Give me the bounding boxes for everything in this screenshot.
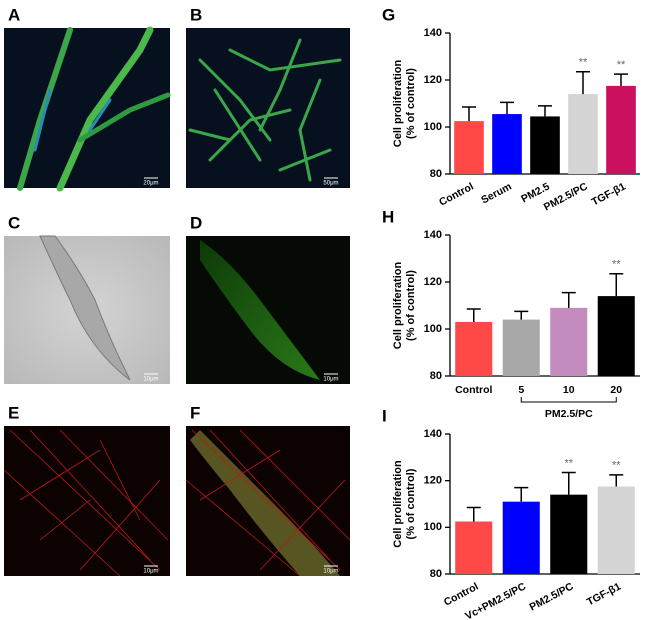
panel-letter: B: [190, 5, 202, 24]
y-tick-label: 140: [424, 27, 442, 39]
cell: [200, 240, 320, 380]
fibers: [3, 429, 169, 577]
x-tick-label: Control: [442, 580, 481, 608]
group-label: PM2.5/PC: [545, 408, 593, 420]
y-axis-label: (% of control): [405, 270, 417, 341]
micrograph: [4, 426, 170, 576]
y-axis-label: (% of control): [405, 468, 417, 539]
x-tick-label: 10: [563, 384, 575, 396]
bar: [454, 121, 484, 174]
x-tick-label: Control: [437, 180, 476, 208]
panel-letter: F: [190, 403, 200, 422]
panel-letter: E: [8, 403, 19, 422]
panel-letter: C: [8, 213, 20, 232]
panel-letter: G: [382, 5, 395, 24]
error-bar: [561, 471, 576, 495]
scale-label: 10μm: [323, 377, 338, 383]
significance-label: **: [612, 460, 621, 472]
y-tick-label: 80: [430, 168, 442, 180]
error-bar: [609, 474, 624, 487]
panel-letter: A: [8, 5, 20, 24]
x-tick-label: 5: [518, 384, 524, 396]
x-tick-label: TGF-β1: [590, 180, 628, 208]
cell: [39, 235, 131, 381]
bar: [568, 94, 598, 174]
y-tick-label: 80: [430, 370, 442, 382]
scale-label: 50μm: [323, 181, 338, 187]
y-axis-label: Cell proliferation: [392, 460, 404, 548]
x-tick-label: TGF-β1: [585, 580, 623, 608]
y-tick-label: 120: [424, 475, 442, 487]
error-bar: [576, 71, 590, 95]
error-bar: [609, 273, 624, 297]
cells: [17, 26, 171, 192]
error-bar: [514, 310, 529, 320]
y-tick-label: 100: [424, 323, 442, 335]
x-tick-label: Serum: [479, 181, 513, 207]
bar: [597, 486, 635, 574]
significance-label: **: [564, 457, 573, 469]
y-axis-label: (% of control): [405, 68, 417, 139]
scale-label: 10μm: [323, 569, 338, 575]
error-bar: [561, 291, 576, 308]
significance-label: **: [617, 59, 626, 71]
y-tick-label: 100: [424, 121, 442, 133]
y-axis-label: Cell proliferation: [392, 262, 404, 350]
error-bar: [462, 106, 476, 122]
bar: [455, 321, 493, 376]
panel-letter: D: [190, 213, 202, 232]
bar: [502, 501, 540, 574]
error-bar: [466, 308, 481, 322]
y-tick-label: 100: [424, 521, 442, 533]
x-tick-label: 20: [610, 384, 622, 396]
scale-label: 20μm: [143, 181, 158, 187]
group-bracket: [520, 397, 617, 403]
bar: [455, 521, 493, 574]
bar: [597, 296, 635, 376]
error-bar: [514, 486, 529, 502]
y-axis-label: Cell proliferation: [392, 60, 404, 148]
significance-label: **: [612, 259, 621, 271]
bar: [550, 307, 588, 376]
bar: [606, 85, 636, 174]
panel-letter: I: [382, 406, 387, 425]
x-tick-label: PM2.5/PC: [542, 180, 590, 213]
error-bar: [538, 105, 552, 117]
cells: [188, 38, 342, 182]
error-bar: [614, 73, 628, 86]
micrograph: [186, 28, 350, 188]
error-bar: [500, 101, 514, 115]
bar: [492, 114, 522, 174]
fibers: [185, 429, 351, 577]
x-tick-label: Control: [455, 384, 492, 396]
micrograph: [4, 28, 170, 188]
y-tick-label: 120: [424, 276, 442, 288]
error-bar: [466, 506, 481, 522]
bar: [502, 319, 540, 376]
scale-label: 10μm: [143, 569, 158, 575]
panel-letter: H: [382, 207, 394, 226]
y-tick-label: 80: [430, 568, 442, 580]
x-tick-label: PM2.5/PC: [528, 580, 576, 613]
bar: [550, 494, 588, 574]
y-tick-label: 140: [424, 229, 442, 241]
y-tick-label: 140: [424, 428, 442, 440]
y-tick-label: 120: [424, 74, 442, 86]
bar: [530, 116, 560, 174]
cell: [190, 430, 340, 576]
significance-label: **: [579, 57, 588, 69]
scale-label: 10μm: [143, 377, 158, 383]
